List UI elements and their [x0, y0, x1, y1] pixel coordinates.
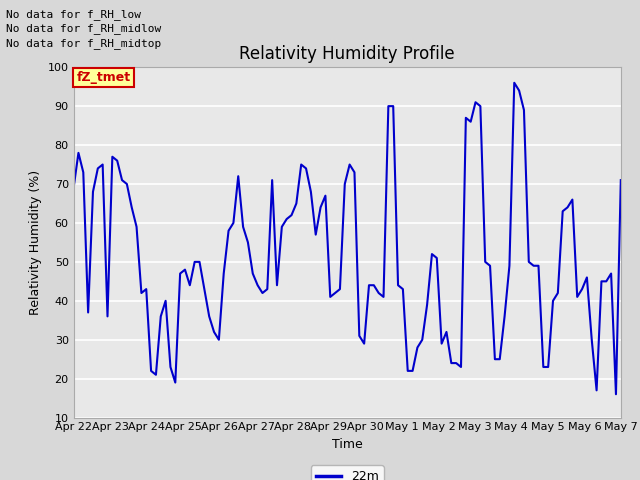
Title: Relativity Humidity Profile: Relativity Humidity Profile: [239, 45, 455, 63]
X-axis label: Time: Time: [332, 438, 363, 451]
Text: No data for f_RH_midlow: No data for f_RH_midlow: [6, 23, 162, 34]
Y-axis label: Relativity Humidity (%): Relativity Humidity (%): [29, 170, 42, 315]
Text: No data for f_RH_midtop: No data for f_RH_midtop: [6, 37, 162, 48]
Legend: 22m: 22m: [311, 466, 383, 480]
Text: fZ_tmet: fZ_tmet: [76, 71, 131, 84]
Text: No data for f_RH_low: No data for f_RH_low: [6, 9, 141, 20]
